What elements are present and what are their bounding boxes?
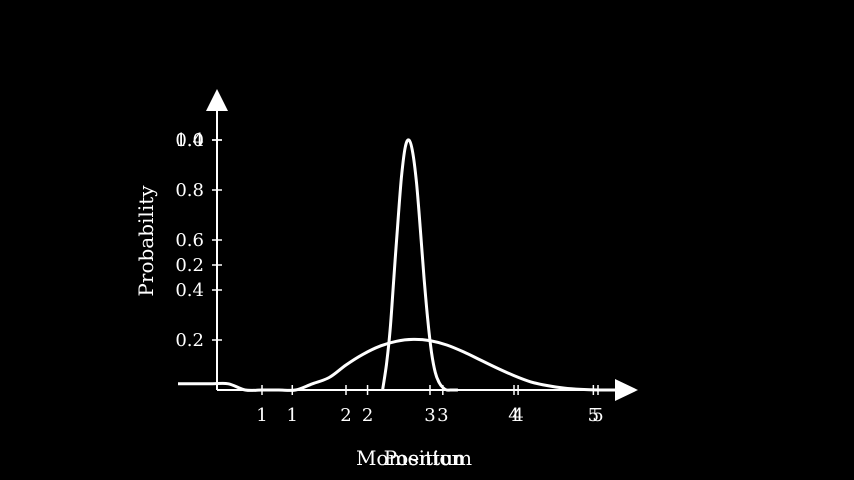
x-axis-label-momentum: Momentum	[356, 446, 472, 470]
x-tick-label: 1	[287, 405, 298, 426]
y-axis-label: Probability	[134, 185, 158, 297]
x-tick-label: 2	[340, 405, 351, 426]
momentum-curve	[177, 337, 632, 392]
x-tick-label: 3	[424, 405, 435, 426]
y-tick-label: 1.0	[175, 130, 204, 151]
x-tick-label: 5	[588, 405, 599, 426]
x-tick-label: 4	[512, 405, 523, 426]
y-tick-label: 0.6	[175, 230, 204, 251]
y-tick-label: 0.2	[175, 330, 204, 351]
axis-labels: Probability Momentum Position	[134, 185, 472, 470]
y-tick-label: 0.8	[175, 180, 204, 201]
position-curve	[381, 138, 458, 392]
curves	[177, 138, 632, 392]
x-tick-label: 3	[437, 405, 448, 426]
x-tick-label: 2	[362, 405, 373, 426]
y-axis-arrowhead	[206, 89, 228, 111]
x-axis-label-position: Position	[384, 446, 465, 470]
x-tick-label: 5	[592, 405, 603, 426]
y-tick-label: 0.2	[175, 255, 204, 276]
y-tick-label: 0.4	[175, 130, 204, 151]
ticks: 1 2 3 4 5 0.2 0.4 0.6 0.8 1.0 1 2 3 4 5 0.2 0.4	[175, 130, 603, 426]
x-tick-label: 4	[508, 405, 519, 426]
x-tick-label: 1	[256, 405, 267, 426]
y-tick-label: 0.4	[175, 280, 204, 301]
